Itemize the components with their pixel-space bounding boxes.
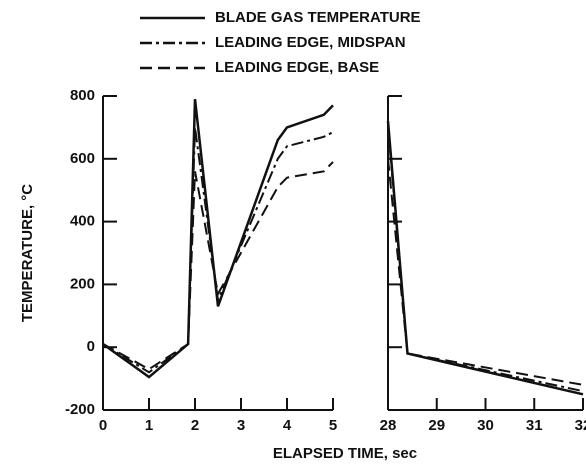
x-tick-label: 2 bbox=[191, 417, 199, 434]
x-tick-label: 32 bbox=[575, 417, 586, 434]
x-tick-label: 3 bbox=[237, 417, 245, 434]
x-tick-label: 29 bbox=[428, 417, 445, 434]
legend-label: LEADING EDGE, MIDSPAN bbox=[215, 34, 406, 51]
series-line bbox=[102, 127, 334, 374]
y-tick-label: -200 bbox=[65, 401, 95, 418]
series-line bbox=[387, 158, 584, 386]
series-line bbox=[387, 127, 584, 393]
series-line bbox=[102, 99, 334, 379]
legend-label: LEADING EDGE, BASE bbox=[215, 59, 379, 76]
x-tick-label: 28 bbox=[380, 417, 397, 434]
legend-label: BLADE GAS TEMPERATURE bbox=[215, 9, 421, 26]
x-tick-label: 31 bbox=[526, 417, 543, 434]
y-tick-label: 400 bbox=[70, 213, 95, 230]
y-tick-label: 600 bbox=[70, 150, 95, 167]
x-tick-label: 1 bbox=[145, 417, 153, 434]
x-tick-label: 30 bbox=[477, 417, 494, 434]
x-tick-label: 5 bbox=[329, 417, 337, 434]
x-axis-label: ELAPSED TIME, sec bbox=[273, 445, 417, 462]
series-line bbox=[386, 121, 584, 396]
y-axis-label: TEMPERATURE, °C bbox=[19, 184, 36, 322]
x-tick-label: 0 bbox=[99, 417, 107, 434]
y-tick-label: 200 bbox=[70, 275, 95, 292]
series-line bbox=[102, 161, 334, 371]
y-tick-label: 0 bbox=[87, 338, 95, 355]
x-tick-label: 4 bbox=[283, 417, 292, 434]
y-tick-label: 800 bbox=[70, 87, 95, 104]
